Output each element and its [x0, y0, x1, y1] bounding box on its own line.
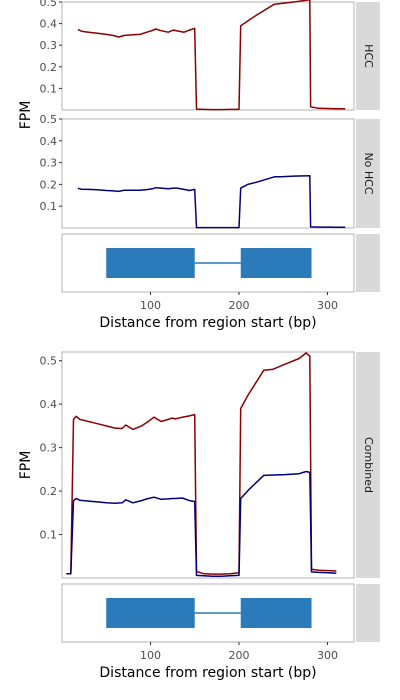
x-tick-label: 300 — [317, 649, 338, 662]
gene-strip — [356, 584, 380, 642]
x-tick-label: 100 — [140, 299, 161, 312]
y-tick-label: 0.3 — [40, 442, 58, 455]
y-tick-label: 0.5 — [40, 355, 58, 368]
facet-strip — [356, 352, 380, 578]
exon-0 — [106, 248, 195, 278]
facet-strip — [356, 2, 380, 110]
exon-1 — [240, 598, 312, 628]
x-tick-label: 100 — [140, 649, 161, 662]
x-tick-label: 200 — [228, 299, 249, 312]
y-tick-label: 0.2 — [40, 178, 58, 191]
x-tick-label: 300 — [317, 299, 338, 312]
series-line-0-1-0 — [77, 174, 346, 229]
y-tick-label: 0.1 — [40, 200, 58, 213]
exon-0 — [106, 598, 195, 628]
facet-label: Combined — [362, 437, 375, 493]
y-tick-label: 0.2 — [40, 61, 58, 74]
y-axis-title: FPM — [18, 101, 34, 130]
exon-1 — [240, 248, 312, 278]
gene-strip — [356, 234, 380, 292]
x-axis-title: Distance from region start (bp) — [99, 315, 316, 331]
y-tick-label: 0.5 — [40, 0, 58, 9]
panel-0-0 — [61, 1, 355, 111]
x-axis-title: Distance from region start (bp) — [99, 665, 316, 681]
y-tick-label: 0.1 — [40, 82, 58, 95]
y-tick-label: 0.4 — [40, 18, 58, 31]
y-tick-label: 0.3 — [40, 39, 58, 52]
facet-label: HCC — [362, 44, 375, 68]
series-line-1-0-1 — [66, 470, 337, 578]
series-line-1-0-0 — [66, 352, 337, 575]
facet-strip — [356, 119, 380, 228]
y-axis-title: FPM — [18, 451, 34, 480]
y-tick-label: 0.4 — [40, 135, 58, 148]
y-tick-label: 0.1 — [40, 529, 58, 542]
x-tick-label: 200 — [228, 649, 249, 662]
y-tick-label: 0.3 — [40, 157, 58, 170]
facet-label: No HCC — [362, 152, 375, 194]
y-tick-label: 0.5 — [40, 113, 58, 126]
y-tick-label: 0.2 — [40, 485, 58, 498]
series-line-0-0-0 — [77, 0, 346, 111]
y-tick-label: 0.4 — [40, 398, 58, 411]
panel-1-0 — [61, 351, 355, 579]
